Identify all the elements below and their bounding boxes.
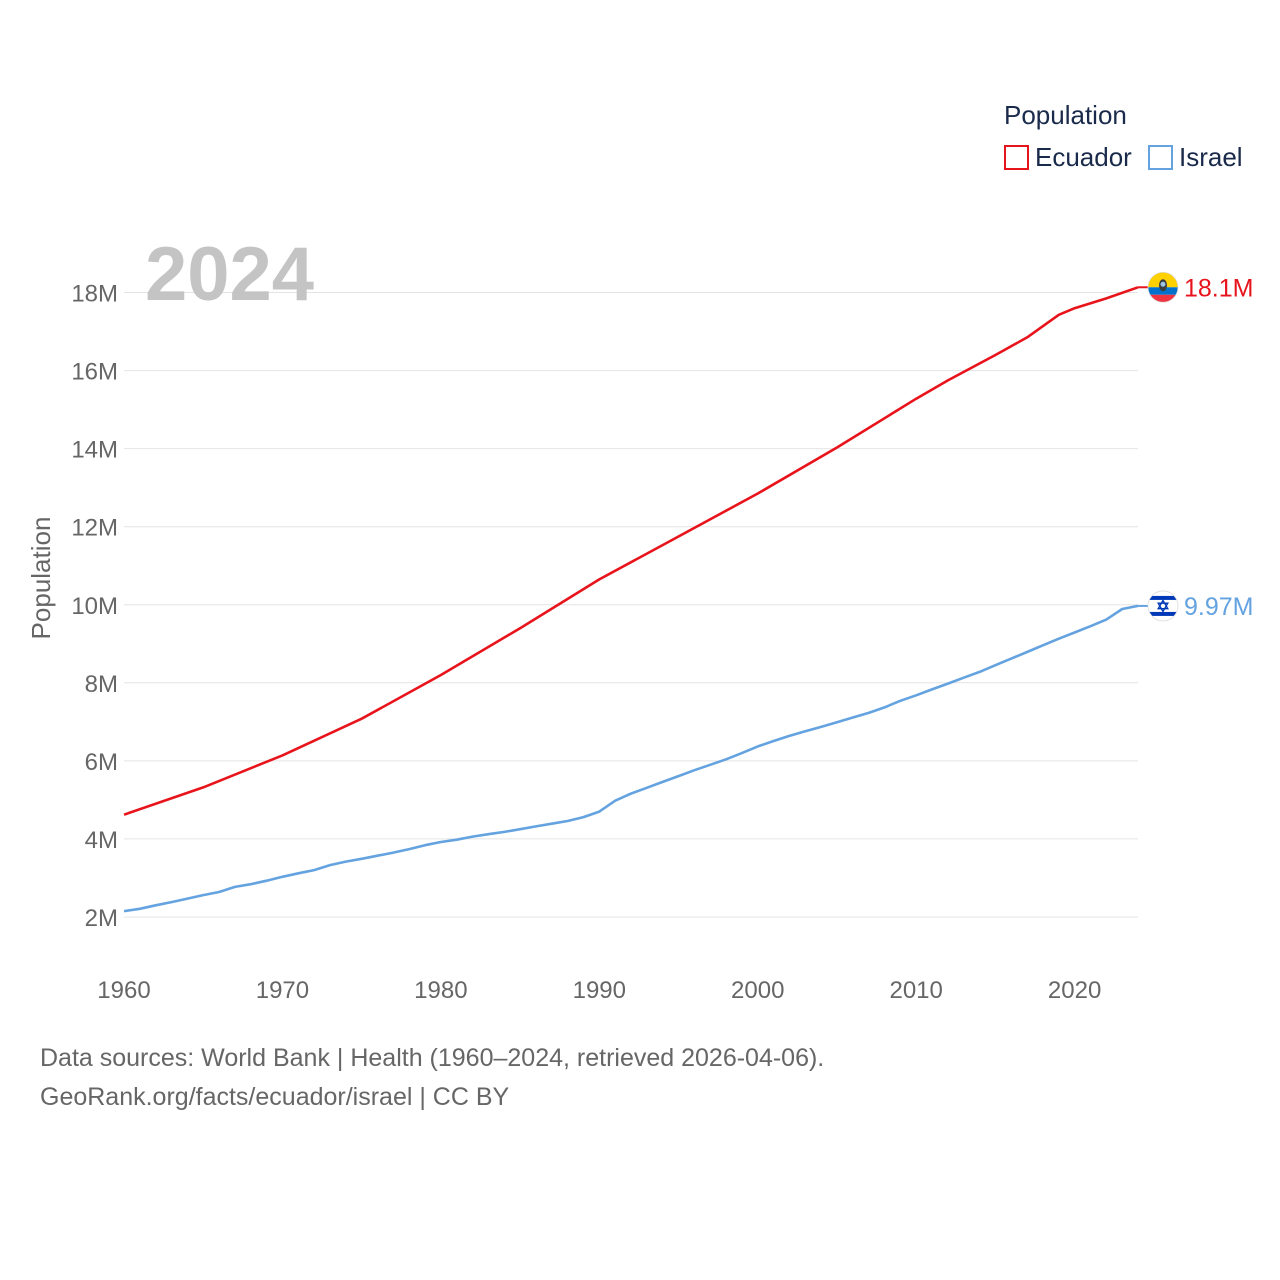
ecuador-flag-icon [1147, 271, 1179, 303]
y-tick-2m: 2M [85, 905, 118, 932]
israel-flag-icon [1147, 590, 1179, 622]
y-tick-6m: 6M [85, 749, 118, 776]
x-tick-labels: 1960 1970 1980 1990 2000 2010 2020 [97, 977, 1101, 1004]
y-tick-14m: 14M [71, 437, 118, 464]
y-tick-labels: 2M 4M 6M 8M 10M 12M 14M 16M 18M [71, 281, 118, 932]
x-tick-1980: 1980 [414, 977, 467, 1004]
legend-swatch-israel [1148, 145, 1173, 170]
legend-title: Population [1004, 100, 1127, 130]
legend-item-israel[interactable]: Israel [1148, 142, 1243, 172]
legend-swatch-ecuador [1004, 145, 1029, 170]
footer-link-line[interactable]: GeoRank.org/facts/ecuador/israel | CC BY [40, 1083, 510, 1111]
x-tick-1960: 1960 [97, 977, 150, 1004]
x-tick-2000: 2000 [731, 977, 784, 1004]
legend: Population Ecuador Israel [1004, 100, 1243, 172]
legend-item-ecuador[interactable]: Ecuador [1004, 142, 1132, 172]
series-lines [123, 286, 1139, 913]
grid-lines [124, 292, 1138, 918]
y-tick-4m: 4M [85, 827, 118, 854]
series-end-markers: 18.1M 9.97M [1138, 271, 1253, 622]
y-tick-16m: 16M [71, 359, 118, 386]
y-axis-title: Population [26, 517, 56, 640]
end-label-israel: 9.97M [1184, 593, 1253, 621]
end-label-ecuador: 18.1M [1184, 274, 1253, 302]
x-tick-2010: 2010 [889, 977, 942, 1004]
y-tick-12m: 12M [71, 515, 118, 542]
footer-source-line: Data sources: World Bank | Health (1960–… [40, 1044, 825, 1072]
legend-label-israel: Israel [1179, 142, 1243, 172]
y-tick-10m: 10M [71, 593, 118, 620]
legend-label-ecuador: Ecuador [1035, 142, 1132, 172]
x-tick-1990: 1990 [573, 977, 626, 1004]
y-tick-8m: 8M [85, 671, 118, 698]
current-year-label: 2024 [145, 232, 314, 317]
series-line-ecuador [123, 286, 1139, 816]
x-tick-2020: 2020 [1048, 977, 1101, 1004]
y-tick-18m: 18M [71, 281, 118, 308]
series-line-israel [123, 604, 1139, 913]
x-tick-1970: 1970 [256, 977, 309, 1004]
